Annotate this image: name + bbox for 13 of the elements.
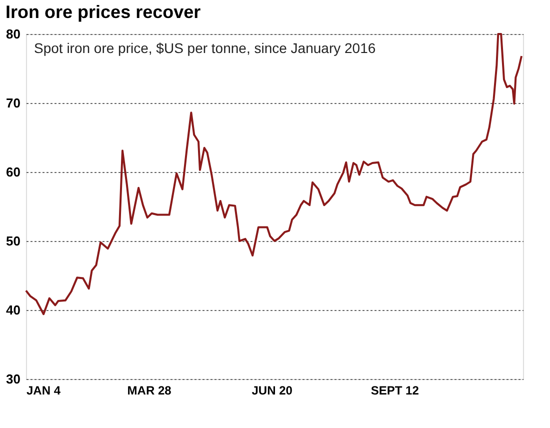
y-tick-label: 40	[6, 302, 20, 318]
y-tick-label: 70	[6, 96, 20, 110]
y-tick-label: 30	[6, 372, 20, 386]
y-tick-label: 80	[6, 26, 20, 42]
y-tick-label: 50	[6, 234, 20, 248]
x-tick-label: JUN 20	[252, 384, 293, 398]
chart-subtitle: Spot iron ore price, $US per tonne, since January 2016	[34, 40, 376, 56]
x-tick-label: MAR 28	[127, 384, 172, 398]
y-tick-label: 60	[6, 164, 20, 180]
chart-title: Iron ore prices recover	[6, 2, 201, 22]
x-tick-label: JAN 4	[26, 384, 61, 398]
x-tick-label: SEPT 12	[370, 384, 420, 398]
line-series	[25, 33, 523, 316]
